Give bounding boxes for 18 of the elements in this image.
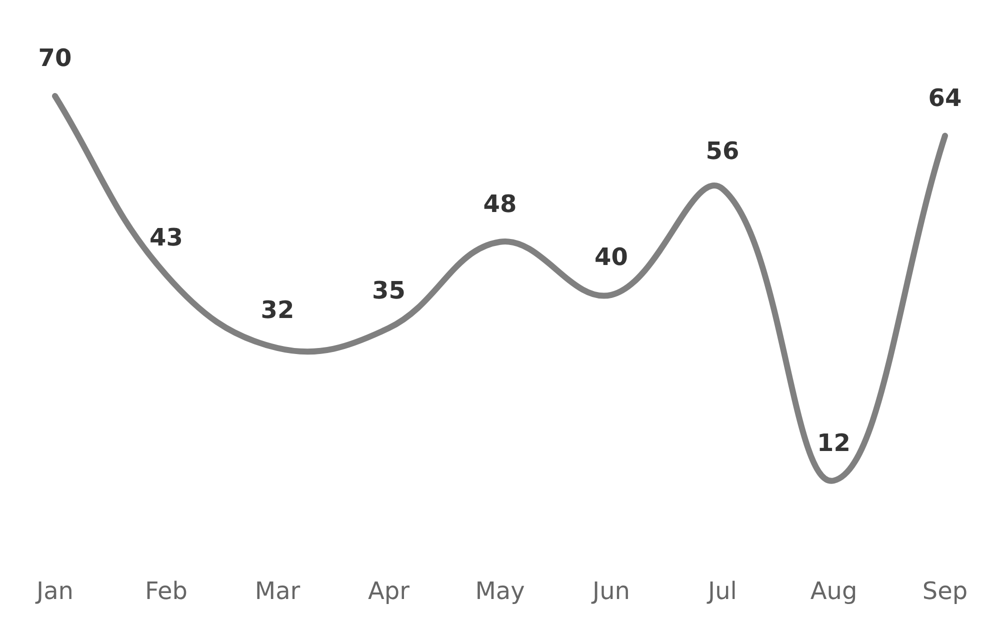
data-label: 56 xyxy=(706,137,740,166)
x-tick-label: Jul xyxy=(706,576,737,605)
data-label: 12 xyxy=(817,428,850,457)
data-label: 35 xyxy=(372,276,406,304)
x-tick-label: Sep xyxy=(922,576,968,605)
data-label: 40 xyxy=(594,243,628,272)
x-tick-label: Mar xyxy=(254,576,300,605)
x-tick-label: Feb xyxy=(145,576,188,605)
data-label: 64 xyxy=(928,84,962,112)
data-label: 43 xyxy=(150,223,183,252)
x-tick-label: May xyxy=(475,576,525,605)
x-tick-label: Apr xyxy=(368,576,410,605)
x-tick-label: Aug xyxy=(810,576,858,605)
data-label: 32 xyxy=(260,296,294,324)
data-label: 48 xyxy=(483,190,517,218)
data-label: 70 xyxy=(38,44,72,72)
x-tick-label: Jan xyxy=(34,576,74,605)
x-tick-label: Jun xyxy=(590,576,630,605)
